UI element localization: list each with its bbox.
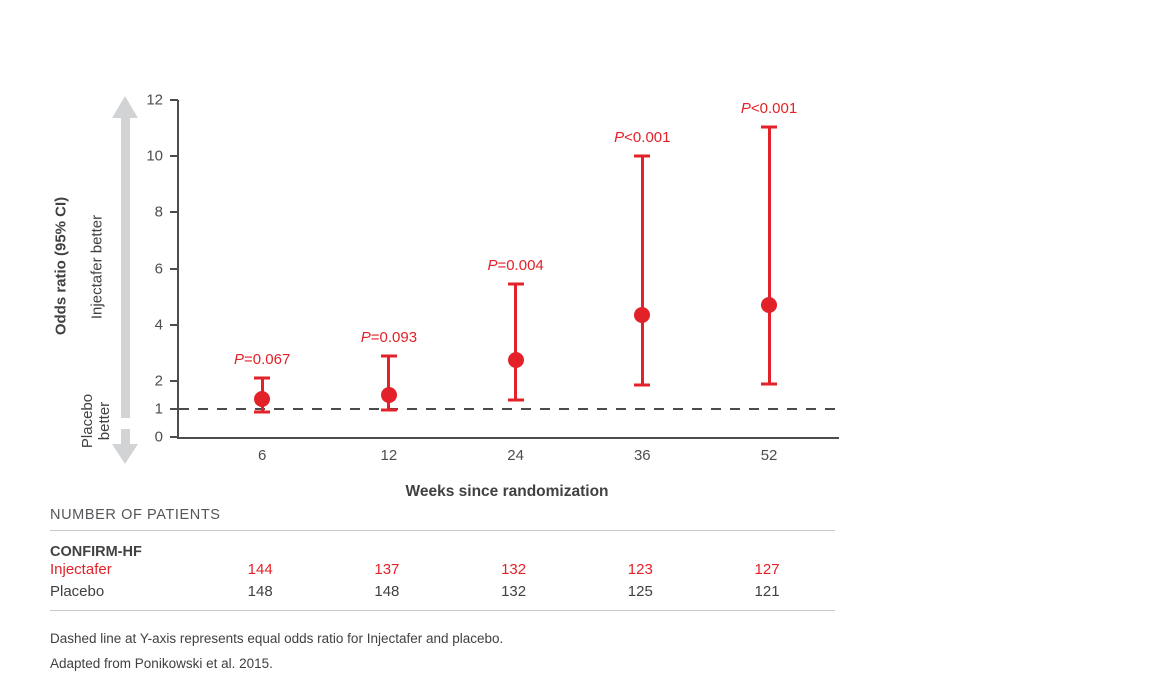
ci-upper-cap [254, 376, 271, 380]
y-tick [170, 211, 178, 214]
odds-ratio-dot [761, 297, 778, 313]
ci-upper-cap [380, 354, 397, 358]
patients-table-heading: NUMBER OF PATIENTS [50, 507, 221, 523]
ci-line [387, 355, 391, 411]
x-tick-label: 36 [633, 447, 651, 464]
ci-line [767, 126, 771, 384]
x-tick-label: 12 [380, 447, 398, 464]
patient-count: 127 [754, 561, 780, 578]
y-tick-label: 8 [154, 203, 163, 221]
y-tick [170, 436, 178, 438]
y-tick [170, 155, 178, 158]
p-value-label: P=0.067 [234, 351, 291, 369]
ci-lower-cap [634, 383, 651, 387]
arrow-down-shaft [120, 429, 130, 445]
y-tick-label: 1 [154, 400, 163, 418]
y-tick-label: 2 [154, 372, 163, 390]
direction-label-placebo-better: Placebo better [78, 393, 113, 449]
y-tick [170, 379, 178, 382]
y-tick [170, 323, 178, 326]
table-rule-top [50, 530, 835, 531]
ci-upper-cap [634, 154, 651, 158]
x-tick-label: 52 [760, 447, 778, 464]
y-tick [170, 407, 178, 410]
y-tick-label: 6 [154, 260, 163, 277]
x-tick-label: 24 [507, 447, 524, 464]
equal-odds-dashed-line [179, 407, 839, 410]
row-label-injectafer: Injectafer [50, 561, 112, 578]
y-tick-label: 10 [146, 147, 163, 165]
direction-label-injectafer-better: Injectafer better [88, 214, 106, 320]
table-row: Placebo 148 148 132 125 121 [0, 584, 1153, 604]
ci-upper-cap [761, 125, 778, 129]
ci-lower-cap [254, 410, 271, 414]
odds-ratio-dot [507, 351, 524, 368]
odds-ratio-dot [380, 386, 397, 403]
patient-count: 148 [374, 583, 400, 600]
patient-count: 123 [627, 561, 653, 578]
patient-count: 132 [501, 561, 527, 578]
study-name: CONFIRM-HF [50, 544, 142, 560]
footnote-dashed-line: Dashed line at Y-axis represents equal o… [50, 631, 504, 646]
y-tick [170, 267, 178, 270]
ci-upper-cap [507, 282, 524, 286]
ci-line [640, 156, 644, 386]
x-axis-title: Weeks since randomization [405, 483, 609, 500]
patient-count: 144 [247, 561, 273, 578]
table-row: Injectafer 144 137 132 123 127 [0, 562, 1153, 582]
odds-ratio-dot [254, 391, 271, 408]
y-tick-label: 12 [146, 91, 163, 109]
p-value-label: P=0.093 [360, 328, 418, 346]
plot-area: 0 1 2 4 6 8 10 12 6 12 24 36 52 P=0.067 P=0.093 P=0.004… [146, 93, 839, 463]
arrow-down-icon [112, 444, 138, 464]
patient-count: 121 [754, 583, 780, 600]
odds-ratio-dot [634, 306, 651, 323]
y-tick [170, 99, 178, 101]
x-tick-label: 6 [257, 447, 267, 464]
footnote-source: Adapted from Ponikowski et al. 2015. [50, 656, 273, 671]
y-tick-label: 0 [154, 428, 163, 446]
row-label-placebo: Placebo [50, 583, 105, 600]
p-value-label: P<0.001 [614, 129, 671, 147]
patient-count: 125 [627, 583, 653, 600]
patient-count: 148 [247, 583, 273, 600]
ci-line [514, 283, 518, 401]
ci-lower-cap [380, 408, 397, 412]
y-axis-title: Odds ratio (95% CI) [52, 196, 70, 336]
table-rule-bottom [50, 610, 835, 611]
arrow-up-icon [112, 96, 138, 118]
ci-lower-cap [761, 382, 778, 386]
p-value-label: P<0.001 [740, 99, 798, 117]
patient-count: 137 [374, 561, 400, 578]
y-tick-label: 4 [154, 316, 163, 334]
patient-count: 132 [501, 583, 527, 600]
ci-lower-cap [507, 398, 524, 402]
arrow-up-shaft [120, 117, 130, 418]
p-value-label: P=0.004 [487, 256, 544, 274]
